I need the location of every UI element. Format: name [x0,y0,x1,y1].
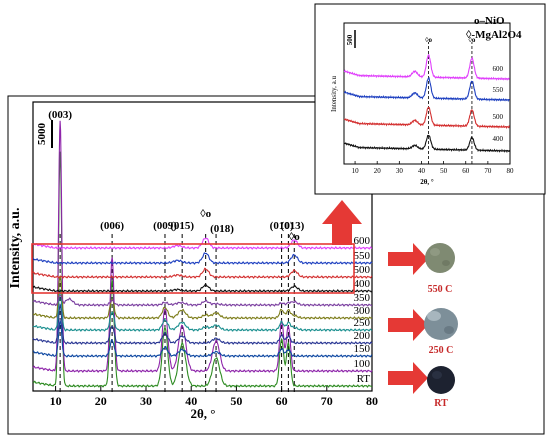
inset-dashed-lines [428,42,473,164]
inset-series-label: 550 [493,86,504,94]
main-x-tick-label: 20 [95,394,107,408]
inset-series-label: 600 [493,65,504,73]
main-series-label: 250 [354,317,371,329]
inset-x-tick-label: 60 [462,167,470,175]
main-x-tick-label: 80 [366,394,378,408]
inset-x-axis: 10 20 30 40 50 60 70 80 [352,161,514,175]
main-series-label: 300 [354,305,371,317]
inset-series-label: 400 [493,135,504,143]
main-series-label: 150 [354,343,371,355]
inset-x-tick-label: 10 [352,167,360,175]
main-ylabel: Intensity, a.u. [8,208,23,289]
main-x-tick-label: 50 [230,394,242,408]
main-annotation: (013) [280,220,304,232]
main-series-group [32,120,373,388]
main-x-tick-label: 60 [276,394,288,408]
inset-annotation: ◊o [425,36,432,44]
main-annotation: (006) [100,220,124,232]
up-arrow-icon [322,200,362,245]
main-series-line [32,252,373,265]
main-series-line [32,289,373,332]
highlight-box [31,243,355,294]
main-annotation: ◊o [200,208,211,220]
main-x-tick-label: 70 [321,394,333,408]
inset-series-line [343,76,510,102]
sample-photo-250 [424,308,458,340]
main-annotations: (003)(006) (009)(015)◊o(018) (010)(013)◊o [48,109,304,243]
inset-annotation: ◊o [468,36,475,44]
sample-photo-550 [425,243,455,273]
inset-series-line [343,134,511,154]
main-annotation: (015) [170,220,194,232]
inset-scale-bar-label: 500 [346,34,354,45]
main-series-label: 550 [354,250,371,262]
main-figure-border [7,95,545,435]
inset-series-line [343,106,511,130]
inset-x-tick-label: 30 [396,167,404,175]
inset-x-tick-label: 50 [440,167,448,175]
inset-ylabel: Intensity, a.u [330,76,338,112]
main-x-tick-label: 30 [140,394,152,408]
sample-photo-rt [427,366,455,394]
main-series-label: 350 [354,292,371,304]
sample-label-250: 250 C [429,345,454,356]
inset-x-tick-label: 80 [507,167,515,175]
main-series-line [32,319,373,358]
inset-series-labels: 400 500 550 600 [493,65,504,143]
main-series-label: 200 [354,330,371,342]
inset-x-tick-label: 20 [374,167,382,175]
main-series-line [32,294,373,307]
main-annotation: ◊o [289,231,300,243]
main-series-label: 100 [354,358,371,370]
inset-plot-frame [343,22,511,165]
inset-annotations: ◊o ◊o [425,36,476,44]
legend-nio: o–NiO [474,15,505,27]
main-x-axis: 10 20 30 40 50 60 70 80 [50,386,378,408]
main-series-line [32,151,373,388]
inset-series-line [343,53,510,81]
main-scale-bar-label: 5000 [36,123,48,146]
main-x-tick-label: 40 [185,394,197,408]
inset-x-tick-label: 70 [484,167,492,175]
main-series-label: 500 [354,264,371,276]
main-series-line [33,274,373,320]
inset-x-tick-label: 40 [418,167,426,175]
main-series-line [32,283,373,293]
main-series-label: 400 [354,278,371,290]
inset-series-label: 500 [493,113,504,121]
right-arrow-icon [388,243,428,275]
main-annotation: (009) [153,220,177,232]
main-series-label: 600 [354,235,371,247]
main-series-label: RT [357,373,371,385]
inset-series-group [343,53,511,154]
main-series-line [32,267,373,279]
main-series-line [32,120,373,373]
main-series-line [32,237,373,250]
inset-xlabel: 2θ, ° [420,178,434,186]
main-xlabel: 2θ, ° [191,406,216,421]
main-x-tick-label: 10 [50,394,62,408]
main-annotation: (003) [48,109,72,121]
main-annotation: (018) [210,223,234,235]
right-arrow-icon [388,362,428,394]
main-series-line [32,302,373,345]
legend-mgal2o4: ◊-MgAl2O4 [466,29,522,41]
sample-label-rt: RT [434,398,448,409]
sample-label-550: 550 C [428,284,453,295]
right-arrow-icon [388,309,428,341]
main-annotation: (010) [270,220,294,232]
